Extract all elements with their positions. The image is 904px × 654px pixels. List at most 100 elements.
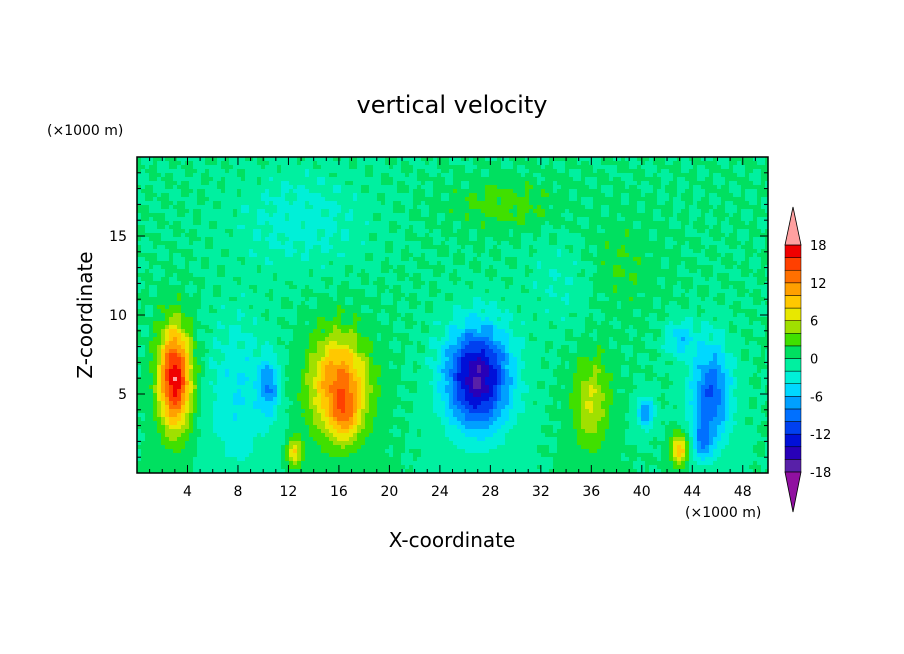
- field-cell: [317, 253, 321, 257]
- field-cell: [233, 281, 237, 285]
- field-cell: [249, 161, 253, 165]
- field-cell: [657, 189, 661, 193]
- field-cell: [581, 213, 585, 217]
- field-cell: [137, 173, 141, 177]
- field-cell: [529, 257, 533, 261]
- field-cell: [273, 225, 277, 229]
- field-cell: [521, 193, 525, 197]
- field-cell: [413, 249, 417, 253]
- field-cell: [581, 265, 585, 269]
- field-cell: [553, 265, 557, 269]
- field-cell: [277, 273, 281, 277]
- field-cell: [317, 273, 321, 277]
- field-cell: [617, 277, 621, 281]
- field-cell: [333, 249, 337, 253]
- field-cell: [557, 261, 561, 265]
- field-cell: [293, 249, 297, 253]
- field-cell: [157, 249, 161, 253]
- field-cell: [381, 209, 385, 213]
- field-cell: [309, 273, 313, 277]
- field-cell: [677, 257, 681, 261]
- field-cell: [457, 213, 461, 217]
- field-cell: [357, 241, 361, 245]
- field-cell: [605, 261, 609, 265]
- field-cell: [225, 273, 229, 277]
- field-cell: [349, 193, 353, 197]
- field-cell: [429, 189, 433, 193]
- field-cell: [733, 249, 737, 253]
- field-cell: [241, 245, 245, 249]
- field-cell: [357, 221, 361, 225]
- field-cell: [361, 197, 365, 201]
- field-cell: [401, 229, 405, 233]
- field-cell: [677, 245, 681, 249]
- field-cell: [497, 201, 501, 205]
- field-cell: [757, 165, 761, 169]
- field-cell: [521, 273, 525, 277]
- field-cell: [381, 201, 385, 205]
- field-cell: [581, 169, 585, 173]
- field-cell: [613, 277, 617, 281]
- field-cell: [465, 173, 469, 177]
- field-cell: [453, 237, 457, 241]
- field-cell: [281, 157, 285, 161]
- field-cell: [445, 237, 449, 241]
- field-cell: [381, 241, 385, 245]
- field-cell: [609, 185, 613, 189]
- field-cell: [197, 269, 201, 273]
- field-cell: [709, 193, 713, 197]
- field-cell: [325, 245, 329, 249]
- field-cell: [681, 169, 685, 173]
- field-cell: [701, 157, 705, 161]
- field-cell: [349, 157, 353, 161]
- field-cell: [157, 205, 161, 209]
- field-cell: [741, 225, 745, 229]
- field-cell: [349, 177, 353, 181]
- field-cell: [425, 193, 429, 197]
- field-cell: [521, 237, 525, 241]
- field-cell: [221, 261, 225, 265]
- field-cell: [321, 197, 325, 201]
- field-cell: [741, 229, 745, 233]
- field-cell: [221, 237, 225, 241]
- field-cell: [617, 237, 621, 241]
- field-cell: [137, 193, 141, 197]
- field-cell: [329, 221, 333, 225]
- field-cell: [501, 173, 505, 177]
- field-cell: [749, 265, 753, 269]
- field-cell: [321, 189, 325, 193]
- field-cell: [693, 173, 697, 177]
- field-cell: [613, 265, 617, 269]
- field-cell: [625, 197, 629, 201]
- field-cell: [513, 241, 517, 245]
- field-cell: [213, 265, 217, 269]
- field-cell: [565, 205, 569, 209]
- field-cell: [181, 273, 185, 277]
- field-cell: [249, 165, 253, 169]
- field-cell: [337, 197, 341, 201]
- field-cell: [741, 221, 745, 225]
- field-cell: [737, 265, 741, 269]
- field-cell: [441, 189, 445, 193]
- field-cell: [293, 201, 297, 205]
- field-cell: [329, 165, 333, 169]
- field-cell: [437, 241, 441, 245]
- field-cell: [449, 257, 453, 261]
- field-cell: [481, 241, 485, 245]
- field-cell: [269, 169, 273, 173]
- field-cell: [617, 173, 621, 177]
- field-cell: [649, 201, 653, 205]
- field-cell: [581, 233, 585, 237]
- field-cell: [421, 253, 425, 257]
- field-cell: [461, 177, 465, 181]
- field-cell: [357, 201, 361, 205]
- field-cell: [345, 181, 349, 185]
- field-cell: [413, 261, 417, 265]
- field-cell: [569, 241, 573, 245]
- field-cell: [561, 221, 565, 225]
- field-cell: [545, 277, 549, 281]
- field-cell: [553, 273, 557, 277]
- field-cell: [145, 253, 149, 257]
- field-cell: [553, 189, 557, 193]
- field-cell: [257, 257, 261, 261]
